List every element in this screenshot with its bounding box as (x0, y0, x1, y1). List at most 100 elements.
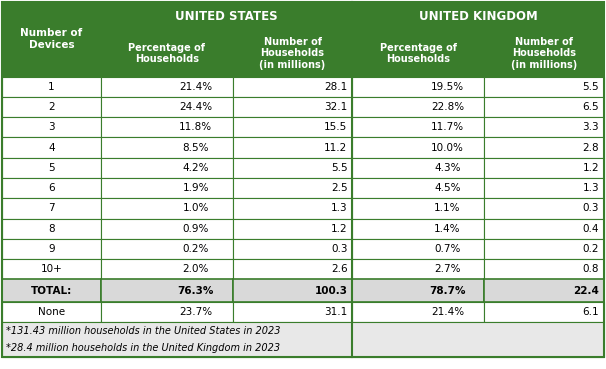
Text: None: None (38, 307, 65, 317)
Text: 1.4%: 1.4% (434, 224, 461, 234)
Bar (2, 301, 101, 322)
Bar (233, 178, 353, 198)
Bar (353, 239, 484, 259)
Bar (484, 279, 604, 301)
Text: 0.4: 0.4 (582, 224, 599, 234)
Bar (101, 259, 233, 279)
Text: 5.5: 5.5 (331, 163, 347, 173)
Bar (2, 218, 101, 239)
Text: 6.5: 6.5 (582, 102, 599, 112)
Bar (353, 158, 484, 178)
Bar (233, 30, 353, 76)
Bar (101, 2, 353, 30)
Bar (484, 259, 604, 279)
Text: 1.0%: 1.0% (182, 203, 209, 213)
Bar (233, 117, 353, 137)
Text: 2.8: 2.8 (582, 142, 599, 152)
Text: 21.4%: 21.4% (179, 82, 212, 92)
Text: 0.3: 0.3 (582, 203, 599, 213)
Bar (2, 239, 101, 259)
Bar (353, 2, 604, 30)
Bar (484, 198, 604, 218)
Bar (484, 76, 604, 97)
Text: 10.0%: 10.0% (431, 142, 464, 152)
Bar (353, 178, 484, 198)
Text: 2.7%: 2.7% (434, 264, 461, 274)
Bar (353, 198, 484, 218)
Text: TOTAL:: TOTAL: (31, 286, 72, 296)
Bar (353, 30, 484, 76)
Bar (484, 178, 604, 198)
Text: 8.5%: 8.5% (182, 142, 209, 152)
Text: 28.1: 28.1 (324, 82, 347, 92)
Text: 15.5: 15.5 (324, 122, 347, 132)
Text: 1.2: 1.2 (582, 163, 599, 173)
Bar (2, 178, 101, 198)
Text: 6: 6 (48, 183, 55, 193)
Bar (233, 301, 353, 322)
Text: 24.4%: 24.4% (179, 102, 212, 112)
Text: 1.1%: 1.1% (434, 203, 461, 213)
Bar (353, 137, 484, 158)
Text: 32.1: 32.1 (324, 102, 347, 112)
Bar (353, 76, 484, 97)
Bar (101, 218, 233, 239)
Bar (101, 30, 233, 76)
Bar (2, 259, 101, 279)
Bar (484, 239, 604, 259)
Text: 0.9%: 0.9% (182, 224, 209, 234)
Text: 11.2: 11.2 (324, 142, 347, 152)
Bar (233, 239, 353, 259)
Bar (233, 76, 353, 97)
Bar (233, 259, 353, 279)
Text: UNITED KINGDOM: UNITED KINGDOM (419, 10, 538, 23)
Text: 11.8%: 11.8% (179, 122, 212, 132)
Bar (101, 178, 233, 198)
Bar (101, 76, 233, 97)
Bar (2, 117, 101, 137)
Text: UNITED STATES: UNITED STATES (175, 10, 278, 23)
Bar (484, 218, 604, 239)
Bar (2, 279, 101, 301)
Bar (2, 322, 604, 357)
Text: 76.3%: 76.3% (178, 286, 214, 296)
Text: 9: 9 (48, 244, 55, 254)
Text: Number of
Households
(in millions): Number of Households (in millions) (259, 37, 325, 70)
Text: 31.1: 31.1 (324, 307, 347, 317)
Text: 0.8: 0.8 (582, 264, 599, 274)
Bar (101, 301, 233, 322)
Bar (233, 218, 353, 239)
Text: *131.43 million households in the United States in 2023: *131.43 million households in the United… (6, 326, 281, 336)
Bar (484, 117, 604, 137)
Text: 78.7%: 78.7% (429, 286, 465, 296)
Text: Number of
Households
(in millions): Number of Households (in millions) (511, 37, 578, 70)
Text: 100.3: 100.3 (315, 286, 347, 296)
Text: 3: 3 (48, 122, 55, 132)
Text: 2.6: 2.6 (331, 264, 347, 274)
Text: 21.4%: 21.4% (431, 307, 464, 317)
Text: *28.4 million households in the United Kingdom in 2023: *28.4 million households in the United K… (6, 343, 280, 353)
Text: 1.9%: 1.9% (182, 183, 209, 193)
Bar (101, 158, 233, 178)
Text: 0.7%: 0.7% (434, 244, 461, 254)
Bar (101, 97, 233, 117)
Bar (484, 97, 604, 117)
Text: 2.0%: 2.0% (182, 264, 209, 274)
Text: 2.5: 2.5 (331, 183, 347, 193)
Bar (484, 137, 604, 158)
Text: 4.2%: 4.2% (182, 163, 209, 173)
Text: 10+: 10+ (41, 264, 62, 274)
Bar (353, 218, 484, 239)
Bar (2, 198, 101, 218)
Text: Percentage of
Households: Percentage of Households (128, 43, 205, 64)
Text: 1.3: 1.3 (582, 183, 599, 193)
Text: 5.5: 5.5 (582, 82, 599, 92)
Bar (484, 158, 604, 178)
Bar (2, 76, 101, 97)
Text: Percentage of
Households: Percentage of Households (380, 43, 457, 64)
Text: 4: 4 (48, 142, 55, 152)
Text: 5: 5 (48, 163, 55, 173)
Text: 1: 1 (48, 82, 55, 92)
Text: 11.7%: 11.7% (431, 122, 464, 132)
Text: 4.3%: 4.3% (434, 163, 461, 173)
